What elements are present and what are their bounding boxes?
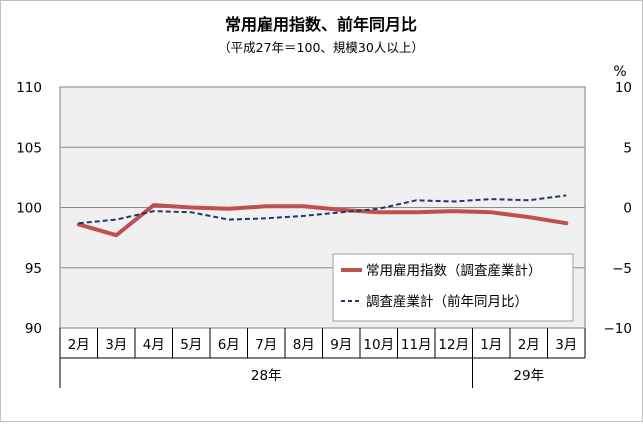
data-point-index (565, 222, 567, 224)
left-tick-label: 95 (25, 261, 42, 277)
legend-label-index: 常用雇用指数（調査産業計） (366, 262, 542, 279)
data-point-yoy (415, 199, 417, 201)
series-line-index (76, 203, 569, 238)
x-tick-label: 10月 (363, 337, 394, 353)
chart-title: 常用雇用指数、前年同月比 (225, 15, 417, 34)
data-point-index (490, 211, 492, 213)
series-layer (76, 194, 569, 238)
data-point-index (378, 211, 380, 213)
right-tick-label: 0 (623, 201, 632, 217)
data-point-yoy (303, 215, 305, 217)
data-point-index (265, 205, 267, 207)
data-point-yoy (528, 199, 530, 201)
x-tick-label: 3月 (555, 337, 577, 353)
left-tick-label: 105 (16, 140, 42, 156)
data-point-yoy (490, 198, 492, 200)
data-point-index (453, 210, 455, 212)
right-tick-label: −10 (604, 321, 633, 337)
left-tick-label: 100 (16, 201, 42, 217)
data-point-yoy (453, 200, 455, 202)
data-point-index (153, 204, 155, 206)
left-axis-ticks: 90 95 100 105 110 (16, 80, 42, 337)
x-tick-label: 2月 (518, 337, 540, 353)
data-point-index (415, 211, 417, 213)
right-tick-label: −5 (612, 261, 632, 277)
x-tick-label: 9月 (330, 337, 352, 353)
data-point-yoy (115, 219, 117, 221)
data-point-index (115, 234, 117, 236)
data-point-yoy (378, 208, 380, 210)
data-point-index (303, 205, 305, 207)
x-tick-label: 11月 (401, 337, 432, 353)
right-tick-label: 10 (615, 80, 632, 96)
x-tick-label: 4月 (143, 337, 165, 353)
data-point-yoy (153, 210, 155, 212)
data-point-index (340, 209, 342, 211)
x-tick-label: 3月 (105, 337, 127, 353)
x-axis: 2月 3月 4月 5月 6月 7月 8月 9月 10月 11月 12月 1月 2月 3月 28年 29年 (59, 328, 586, 388)
data-point-yoy (78, 222, 80, 224)
data-point-index (190, 207, 192, 209)
x-tick-label: 12月 (438, 337, 469, 353)
legend-label-yoy: 調査産業計（前年同月比） (366, 293, 528, 310)
year-group-label: 28年 (251, 368, 282, 384)
left-tick-label: 90 (25, 321, 42, 337)
right-tick-label: 5 (623, 140, 632, 156)
x-tick-label: 7月 (255, 337, 277, 353)
data-point-index (228, 208, 230, 210)
data-point-yoy (265, 217, 267, 219)
x-tick-label: 8月 (293, 337, 315, 353)
x-tick-label: 2月 (68, 337, 90, 353)
year-group-label: 29年 (513, 368, 544, 384)
right-axis-ticks: −10 −5 0 5 10 (604, 80, 633, 337)
data-point-index (528, 216, 530, 218)
data-point-yoy (565, 194, 567, 196)
left-tick-label: 110 (16, 80, 42, 96)
legend: 常用雇用指数（調査産業計） 調査産業計（前年同月比） (332, 253, 574, 322)
legend-box (332, 253, 574, 322)
chart-subtitle: （平成27年＝100、規模30人以上） (218, 40, 424, 55)
x-tick-label: 6月 (218, 337, 240, 353)
right-axis-unit: % (613, 64, 626, 80)
data-point-yoy (228, 219, 230, 221)
data-point-yoy (190, 211, 192, 213)
x-tick-label: 5月 (180, 337, 202, 353)
series-line-yoy (78, 194, 567, 225)
data-point-yoy (340, 211, 342, 213)
x-tick-label: 1月 (480, 337, 502, 353)
